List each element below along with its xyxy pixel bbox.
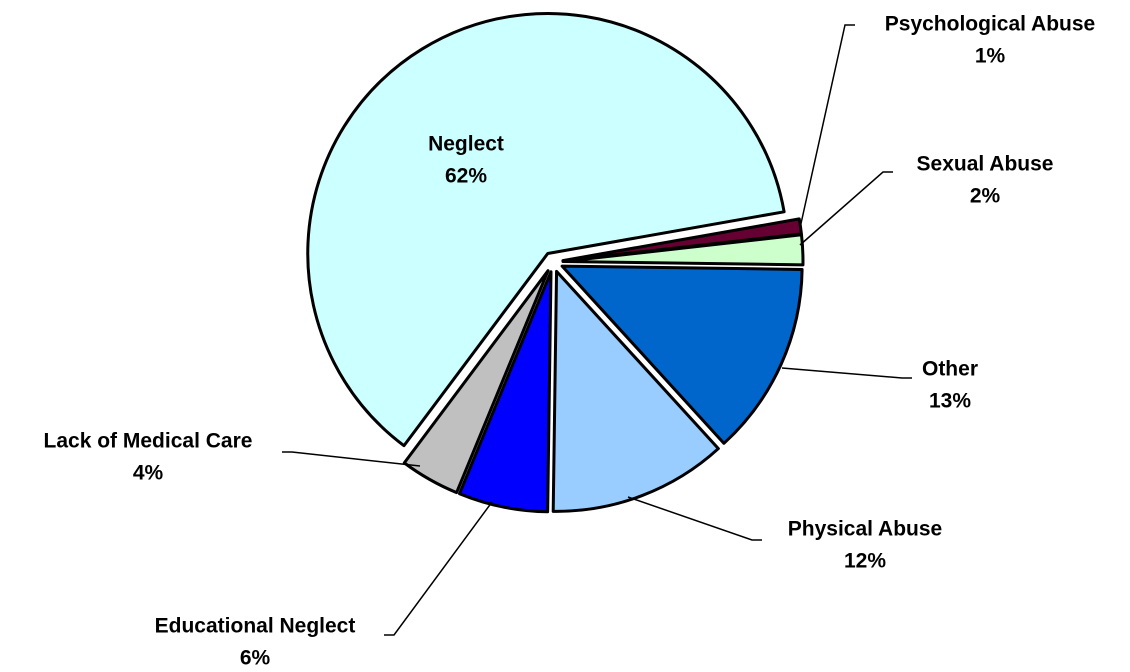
slice-value-label: 62% bbox=[445, 165, 487, 188]
slice-label: Psychological Abuse bbox=[885, 13, 1095, 36]
leader-line bbox=[799, 171, 893, 246]
slice-label: Lack of Medical Care bbox=[44, 430, 253, 453]
pie-slice bbox=[560, 264, 804, 445]
leader-line bbox=[627, 496, 762, 541]
leader-line bbox=[781, 367, 912, 379]
pie-slice bbox=[306, 11, 786, 448]
slice-label: Neglect bbox=[428, 133, 504, 156]
slice-label: Sexual Abuse bbox=[917, 153, 1054, 176]
pie-slice bbox=[551, 269, 720, 513]
pie-slice bbox=[402, 269, 550, 495]
leader-line bbox=[384, 501, 493, 636]
slice-label: Educational Neglect bbox=[155, 615, 356, 638]
slice-value-label: 6% bbox=[240, 647, 271, 670]
slice-value-label: 12% bbox=[844, 550, 886, 573]
slice-value-label: 4% bbox=[133, 462, 164, 485]
slice-value-label: 2% bbox=[970, 185, 1001, 208]
slice-label: Other bbox=[922, 358, 978, 381]
slice-value-label: 1% bbox=[975, 45, 1006, 68]
pie-slice bbox=[458, 270, 553, 514]
leader-line bbox=[282, 451, 421, 467]
pie-slice bbox=[561, 233, 805, 267]
leader-line bbox=[799, 24, 855, 229]
slice-value-label: 13% bbox=[929, 390, 971, 413]
slice-label: Physical Abuse bbox=[788, 518, 942, 541]
